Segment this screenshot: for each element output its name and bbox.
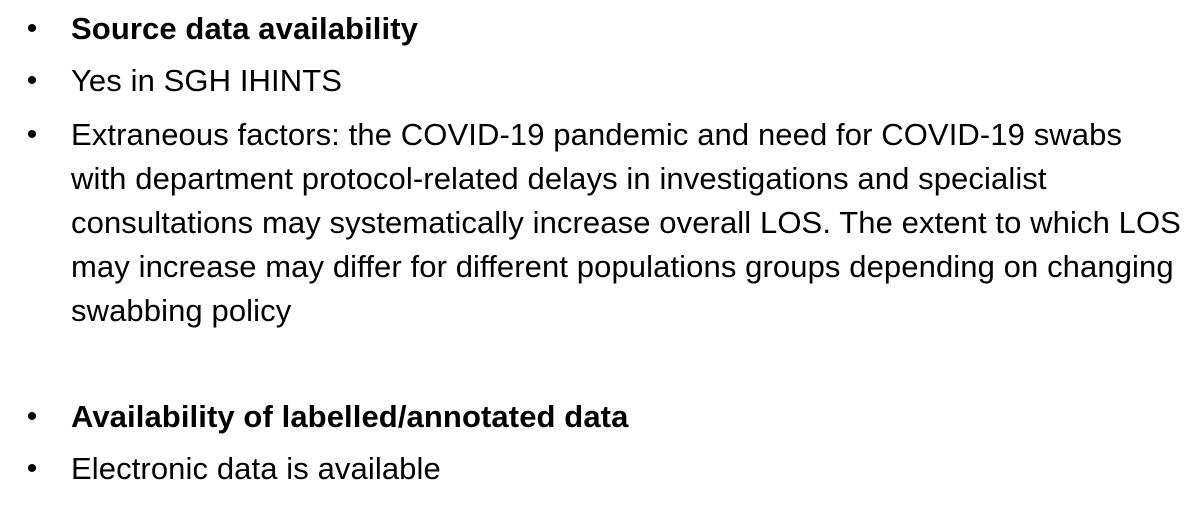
bullet-text-extraneous-factors: Extraneous factors: the COVID-19 pandemi… (71, 117, 1181, 328)
bullet-marker: • (26, 452, 38, 485)
bullet-heading-source-data-availability: Source data availability (71, 11, 418, 46)
bullet-marker: • (26, 12, 38, 45)
bullet-heading-labelled-annotated-data: Availability of labelled/annotated data (71, 399, 629, 434)
bullet-text-electronic-data: Electronic data is available (71, 451, 441, 486)
bullet-marker: • (26, 64, 38, 97)
bullet-text-sgh-ihints: Yes in SGH IHINTS (71, 63, 343, 98)
bullet-marker: • (26, 118, 38, 151)
bullet-marker: • (26, 400, 38, 433)
